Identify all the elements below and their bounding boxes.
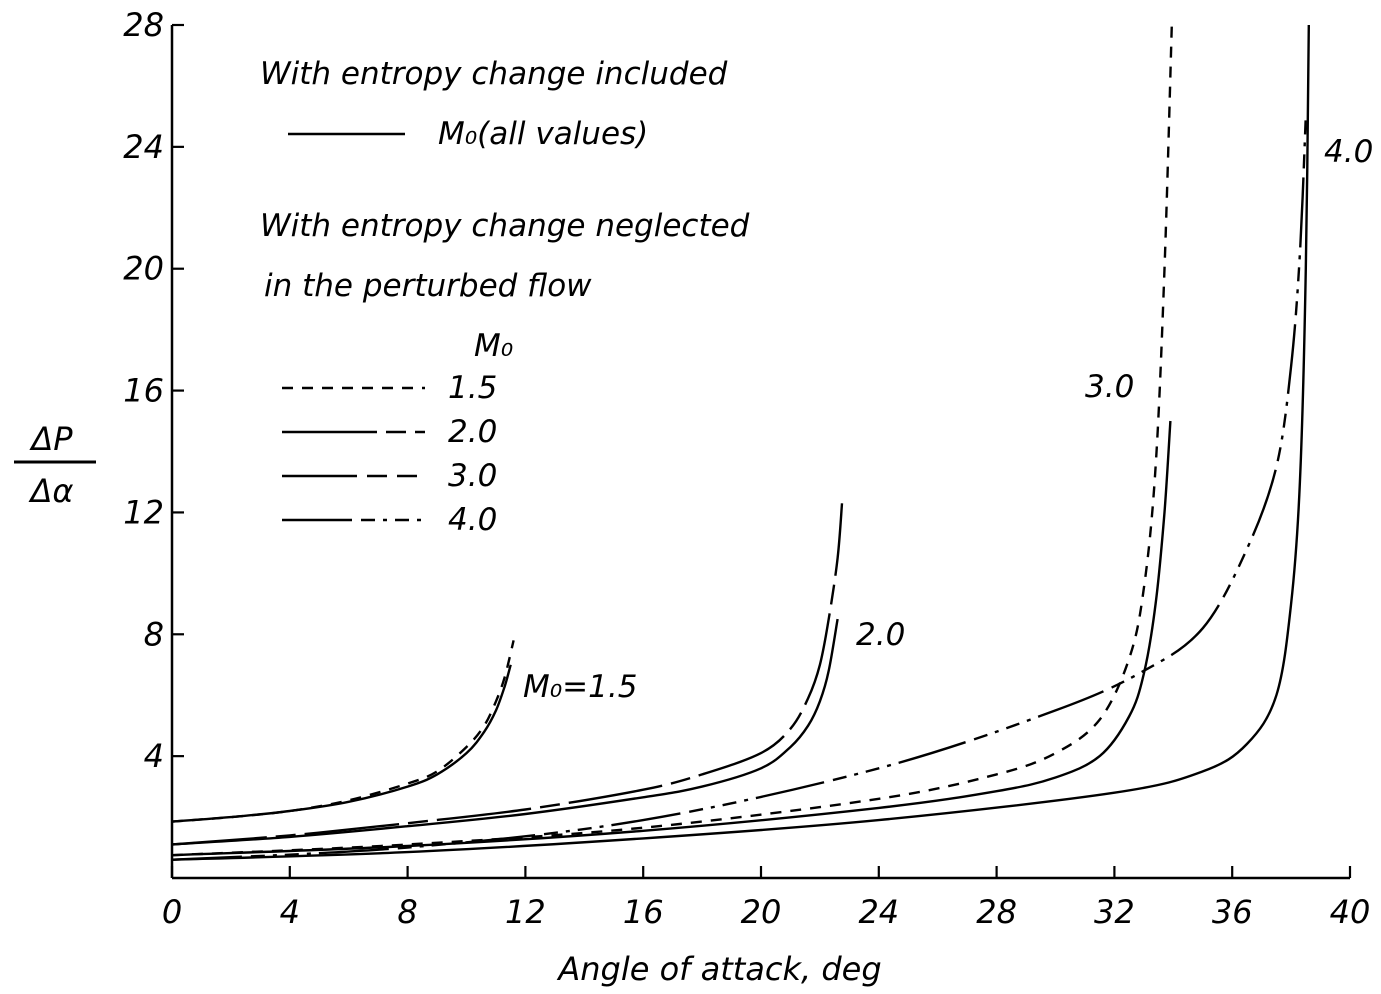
y-tick-label: 12 — [123, 493, 164, 531]
x-tick-label: 20 — [741, 893, 782, 931]
series-line-m1-5-solid — [171, 664, 512, 823]
x-axis-title: Angle of attack, deg — [556, 950, 881, 988]
legend-label-2-0: 2.0 — [448, 414, 497, 450]
x-tick-label: 40 — [1330, 893, 1371, 931]
series-line-m4-0-solid — [171, 24, 1310, 861]
x-tick-label: 4 — [280, 893, 300, 931]
series-line-m3-0-dash — [171, 24, 1173, 857]
series-line-m4-0-dash-dot — [171, 116, 1307, 861]
axes — [170, 25, 1350, 880]
x-tick-label: 24 — [858, 893, 899, 931]
legend-label-1-5: 1.5 — [448, 370, 497, 406]
series-line-m3-0-solid — [171, 420, 1172, 857]
x-tick-label: 36 — [1212, 893, 1253, 931]
x-tick-label: 32 — [1094, 893, 1135, 931]
series-layer — [171, 24, 1310, 861]
x-tick-label: 8 — [397, 893, 417, 931]
curve-label-2-0: 2.0 — [856, 617, 905, 653]
legend-label-3-0: 3.0 — [448, 458, 497, 494]
x-tick-label: 0 — [162, 893, 182, 931]
legend-heading-included: With entropy change included — [260, 56, 728, 92]
legend-heading-neglected-2: in the perturbed flow — [264, 268, 592, 304]
y-tick-label: 24 — [123, 128, 164, 166]
series-line-m1-5-dash — [171, 640, 515, 823]
series-line-m2-0-solid — [171, 618, 839, 846]
ticks: 0 4 8 12 16 20 24 28 32 36 40 4 8 12 16 20 24 28 — [123, 6, 1370, 931]
legend-heading-neglected-1: With entropy change neglected — [260, 208, 750, 244]
x-tick-label: 16 — [623, 893, 664, 931]
y-tick-label: 28 — [123, 6, 164, 44]
curve-label-1-5: M₀=1.5 — [523, 669, 637, 705]
x-tick-label: 28 — [976, 893, 1017, 931]
y-tick-label: 8 — [144, 615, 164, 653]
series-line-m2-0-long-dash-dash — [171, 503, 844, 846]
curve-label-4-0: 4.0 — [1324, 134, 1373, 170]
y-axis-title-denominator: Δα — [28, 472, 74, 510]
y-tick-label: 16 — [123, 372, 164, 410]
curve-labels: M₀=1.5 2.0 3.0 4.0 — [523, 134, 1373, 705]
legend-label-4-0: 4.0 — [448, 502, 497, 538]
legend-mach-header: M₀ — [474, 328, 513, 364]
legend-label-included: M₀(all values) — [438, 116, 648, 152]
y-tick-label: 20 — [123, 250, 164, 288]
curve-label-3-0: 3.0 — [1085, 369, 1134, 405]
x-tick-label: 12 — [505, 893, 546, 931]
y-axis-title-numerator: ΔP — [28, 420, 73, 458]
y-tick-label: 4 — [144, 737, 164, 775]
legend: With entropy change included M₀(all valu… — [260, 56, 750, 538]
